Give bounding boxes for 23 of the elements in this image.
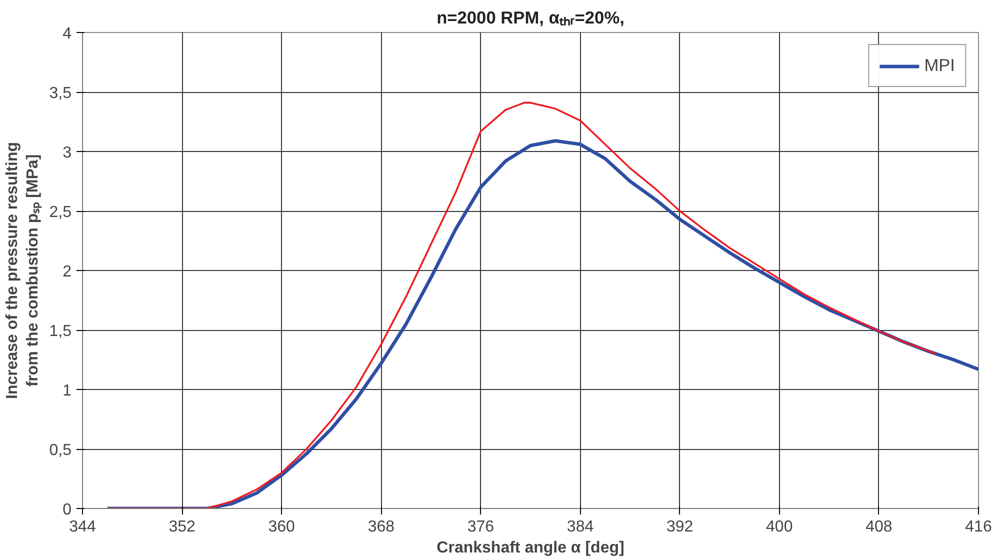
legend-label: MPI: [924, 55, 955, 76]
y-tick-label: 2: [62, 264, 72, 280]
x-tick-label: 368: [368, 518, 395, 536]
x-tick-label: 408: [866, 518, 892, 536]
x-tick-label: 400: [766, 518, 793, 536]
y-tick-label: 4: [62, 26, 72, 42]
x-tick-label: 376: [467, 518, 494, 536]
x-axis-title: Crankshaft angle α [deg]: [436, 540, 624, 556]
y-axis-title: Increase of the pressure resulting from the combustion pₛₚ [MPa]: [4, 142, 42, 399]
x-tick-label: 392: [666, 518, 694, 536]
y-tick-label: 1,5: [49, 323, 72, 340]
y-tick-label: 0: [62, 502, 72, 518]
x-tick-label: 416: [965, 518, 992, 536]
x-tick-label: 344: [69, 518, 96, 536]
y-tick-label: 2,5: [49, 204, 72, 221]
y-tick-label: 1: [62, 382, 72, 400]
y-tick-label: 0,5: [49, 442, 72, 459]
x-tick-label: 352: [168, 518, 196, 536]
y-tick-label: 3,5: [49, 85, 72, 102]
x-tick-label: 360: [268, 518, 296, 536]
y-tick-label: 3: [62, 144, 72, 162]
x-tick-label: 384: [566, 518, 594, 536]
chart-title: n=2000 RPM, αₜₕᵣ=20%,: [436, 8, 624, 28]
